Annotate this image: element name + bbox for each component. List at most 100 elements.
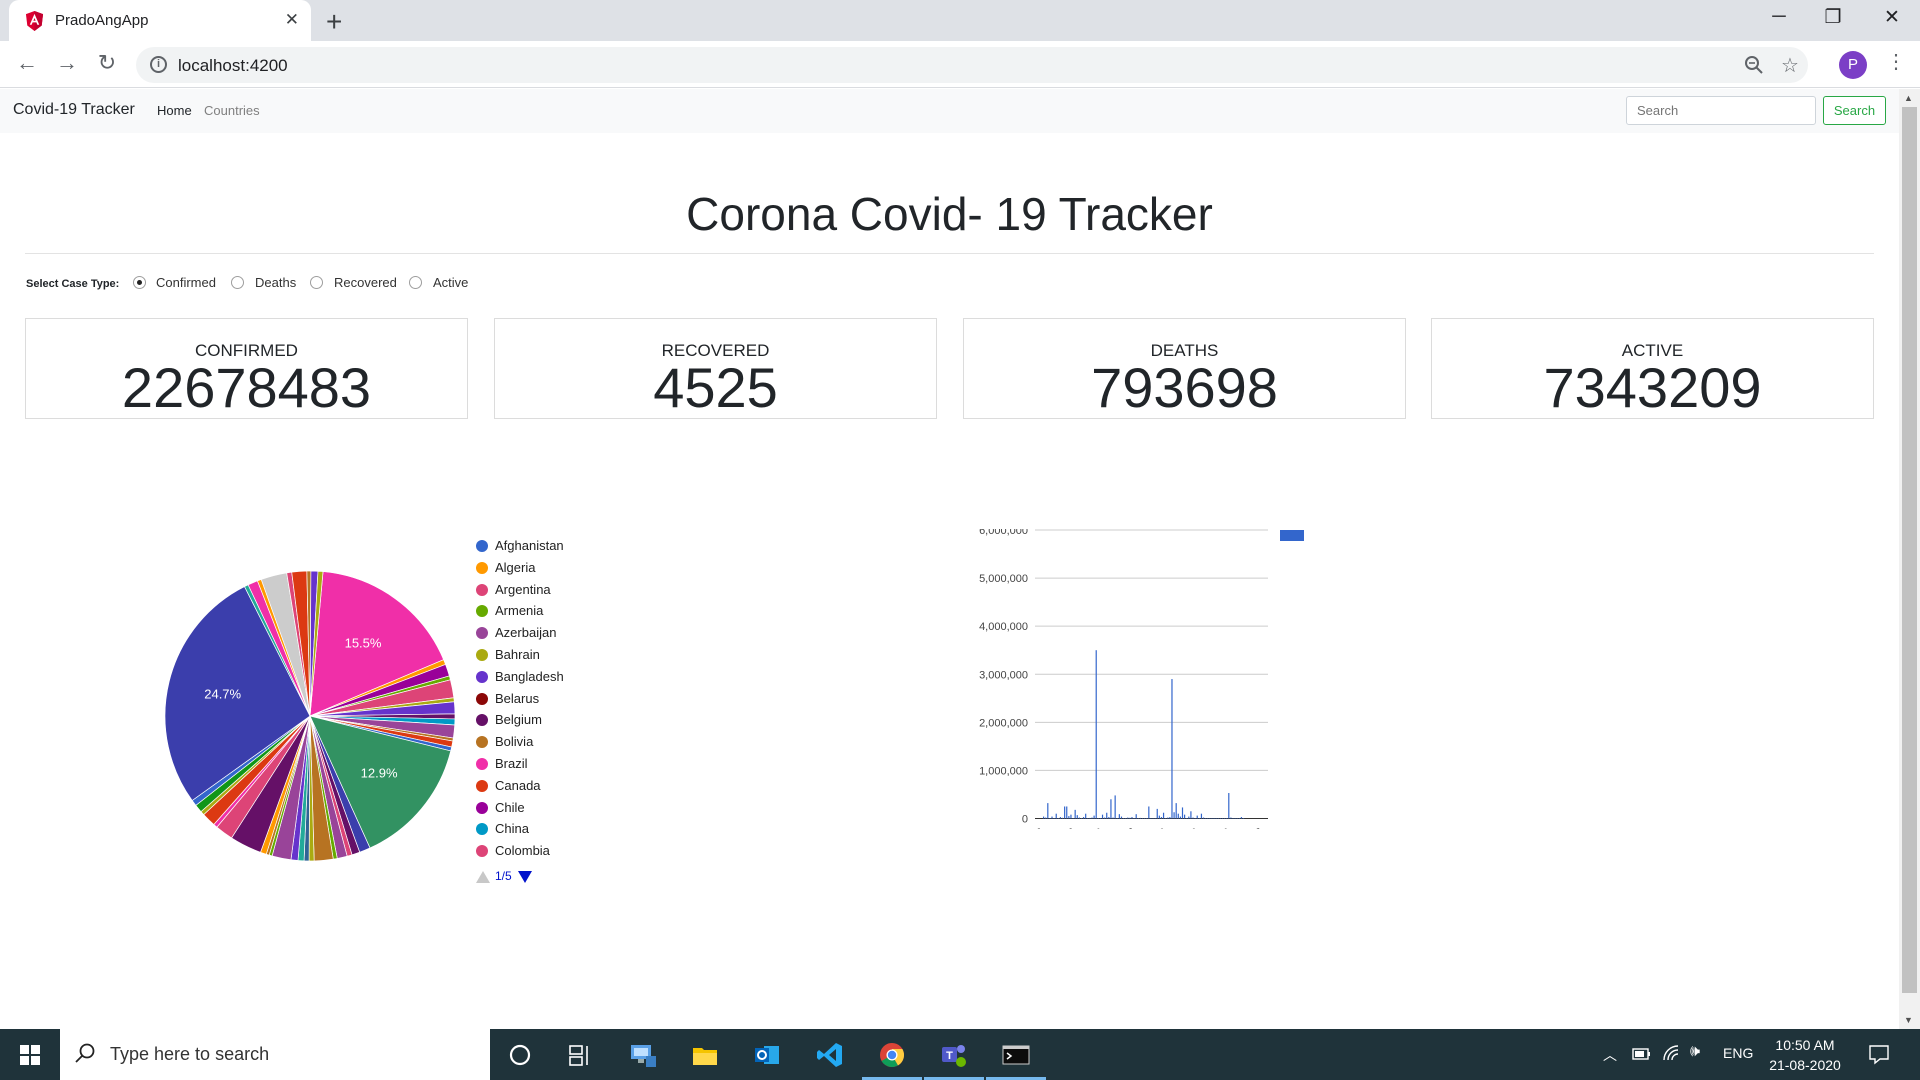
bar[interactable] (1101, 814, 1104, 819)
bar[interactable] (1055, 813, 1057, 819)
bar[interactable] (1167, 817, 1169, 819)
radio-recovered-label[interactable]: Recovered (334, 275, 397, 290)
bar[interactable] (1177, 813, 1179, 819)
bar[interactable] (1165, 818, 1167, 819)
bar[interactable] (1120, 816, 1123, 819)
bar[interactable] (1085, 813, 1087, 819)
restore-icon[interactable]: ❐ (1824, 7, 1842, 28)
bar[interactable] (1213, 818, 1215, 819)
bar[interactable] (1106, 812, 1108, 819)
bar-chart[interactable]: 6,000,000 5,000,000 4,000,000 3,000,000 2,00… (960, 529, 1320, 829)
bar[interactable] (1186, 818, 1188, 819)
bar[interactable] (1238, 818, 1240, 819)
bar[interactable] (1082, 817, 1085, 819)
bar[interactable] (1110, 799, 1112, 819)
bar[interactable] (1137, 818, 1139, 819)
close-window-icon[interactable]: ✕ (1884, 7, 1900, 28)
minimize-icon[interactable]: ─ (1772, 6, 1786, 27)
bar[interactable] (1112, 817, 1114, 819)
file-explorer-icon[interactable] (690, 1040, 720, 1070)
bar[interactable] (1221, 818, 1224, 819)
bar[interactable] (1091, 817, 1093, 819)
outlook-icon[interactable] (752, 1040, 782, 1070)
cortana-icon[interactable] (505, 1040, 535, 1070)
back-icon[interactable]: ← (16, 50, 38, 75)
bar[interactable] (1089, 817, 1091, 819)
bar[interactable] (1232, 818, 1234, 819)
address-url[interactable]: localhost:4200 (178, 56, 288, 75)
bar[interactable] (1181, 807, 1184, 819)
network-computer-icon[interactable] (628, 1040, 658, 1070)
task-view-icon[interactable] (565, 1040, 595, 1070)
bar[interactable] (1192, 817, 1194, 819)
bar[interactable] (1144, 818, 1146, 819)
bar[interactable] (1131, 817, 1133, 819)
bar[interactable] (1068, 816, 1070, 819)
bar[interactable] (1240, 817, 1243, 819)
bar[interactable] (1146, 818, 1148, 819)
bar[interactable] (1194, 818, 1196, 819)
bar[interactable] (1209, 818, 1211, 819)
vscode-icon[interactable] (815, 1040, 845, 1070)
pie-chart[interactable]: 24.7% 15.5% 12.9% (160, 566, 460, 866)
bar[interactable] (1127, 817, 1129, 819)
bar[interactable] (1122, 818, 1125, 819)
navbar-search-button[interactable]: Search (1823, 96, 1886, 125)
bar[interactable] (1118, 814, 1120, 819)
bar[interactable] (1095, 650, 1097, 819)
profile-avatar[interactable]: P (1839, 51, 1867, 79)
bar[interactable] (1139, 817, 1142, 819)
bar[interactable] (1129, 817, 1131, 819)
bar[interactable] (1156, 808, 1158, 819)
browser-tab[interactable]: PradoAngApp ✕ (9, 0, 311, 41)
pie-slice[interactable] (309, 715, 452, 849)
notifications-icon[interactable] (1868, 1043, 1890, 1065)
address-bar[interactable]: i localhost:4200 ☆ (136, 47, 1808, 83)
nav-countries-link[interactable]: Countries (204, 103, 260, 118)
radio-confirmed-label[interactable]: Confirmed (156, 275, 216, 290)
radio-active-label[interactable]: Active (433, 275, 469, 290)
terminal-icon[interactable] (1001, 1040, 1031, 1070)
bar[interactable] (1045, 817, 1047, 819)
bar[interactable] (1158, 815, 1160, 819)
app-brand[interactable]: Covid-19 Tracker (13, 101, 135, 118)
wifi-icon[interactable] (1662, 1044, 1682, 1062)
bar[interactable] (1226, 818, 1228, 819)
bar[interactable] (1078, 817, 1080, 819)
bar[interactable] (1072, 818, 1074, 819)
bar[interactable] (1175, 803, 1177, 819)
site-info-icon[interactable]: i (150, 56, 167, 73)
bar[interactable] (1093, 815, 1095, 819)
bar[interactable] (1076, 815, 1078, 819)
language-indicator[interactable]: ENG (1723, 1045, 1754, 1061)
tab-close-icon[interactable]: ✕ (284, 10, 299, 29)
bar[interactable] (1152, 818, 1154, 819)
pager-down-icon[interactable] (518, 871, 532, 883)
bar[interactable] (1064, 806, 1066, 819)
scroll-thumb[interactable] (1902, 107, 1917, 993)
bar[interactable] (1228, 793, 1230, 819)
browser-menu-icon[interactable]: ⋮ (1886, 51, 1906, 73)
battery-icon[interactable] (1632, 1047, 1652, 1061)
bar[interactable] (1141, 818, 1144, 819)
bar[interactable] (1236, 818, 1238, 819)
bar[interactable] (1125, 818, 1127, 819)
bar[interactable] (1207, 818, 1209, 819)
bar[interactable] (1234, 818, 1236, 819)
bar[interactable] (1097, 818, 1099, 819)
radio-deaths[interactable] (231, 276, 244, 289)
nav-home-link[interactable]: Home (157, 103, 192, 118)
bar[interactable] (1057, 818, 1059, 819)
new-tab-icon[interactable]: + (326, 6, 343, 37)
bar[interactable] (1043, 816, 1045, 819)
chrome-icon[interactable] (877, 1040, 907, 1070)
bar[interactable] (1135, 814, 1137, 819)
bar[interactable] (1196, 815, 1198, 819)
radio-deaths-label[interactable]: Deaths (255, 275, 297, 290)
radio-confirmed[interactable] (133, 276, 146, 289)
bar[interactable] (1047, 803, 1049, 819)
bar[interactable] (1202, 817, 1205, 819)
page-scrollbar[interactable]: ▲ ▼ (1899, 89, 1920, 1029)
pie-slice[interactable] (309, 570, 324, 717)
bar[interactable] (1188, 816, 1190, 819)
